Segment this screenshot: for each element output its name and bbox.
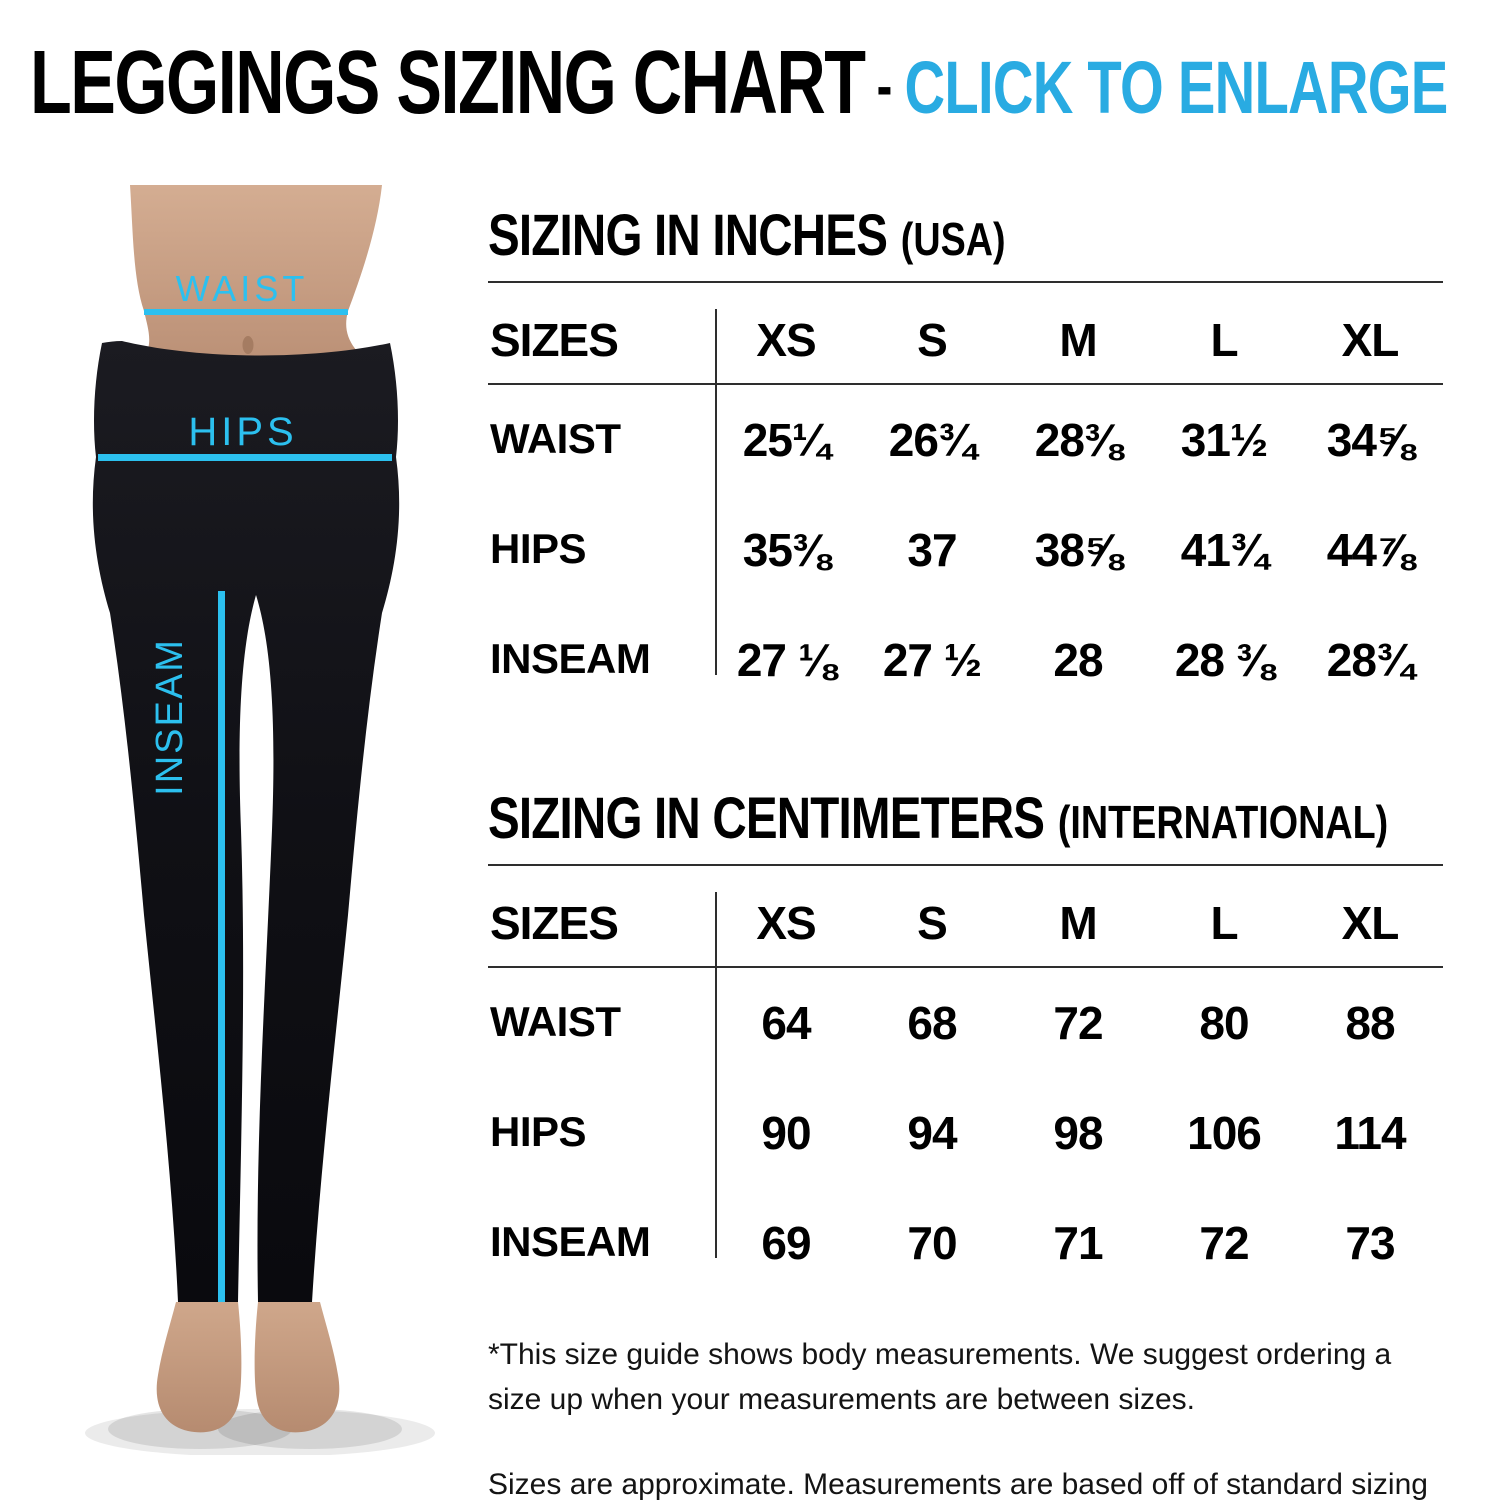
header-cell: XL [1341,896,1400,949]
approximate-note: Sizes are approximate. Measurements are … [488,1467,1428,1500]
row-label: HIPS [490,1107,587,1155]
header-cell: SIZES [490,313,619,366]
value-cell: 64 [761,996,811,1049]
value-cell: 70 [907,1216,957,1269]
value-cell: 28¾ [1326,633,1415,686]
row-label: HIPS [490,524,587,572]
header-cell: S [917,313,948,366]
value-cell: 98 [1053,1106,1103,1159]
value-cell: 41¾ [1180,523,1269,576]
cm-title-text: SIZING IN CENTIMETERS [488,785,1045,851]
row-label: INSEAM [490,634,651,682]
leggings-figure: WAIST HIPS INSEAM [60,185,480,1455]
value-cell: 27 ½ [882,633,982,686]
header-cell: M [1059,896,1097,949]
value-cell: 35⅜ [742,523,831,576]
header-cell: XL [1341,313,1400,366]
value-cell: 68 [907,996,957,1049]
foot-right [254,1302,340,1433]
cm-size-table: SIZES XS S M L XL WAIST 64 68 72 80 88 H… [488,886,1443,1298]
value-cell: 28 [1053,633,1103,686]
value-cell: 34⅝ [1326,413,1415,466]
inches-title-text: SIZING IN INCHES [488,203,888,268]
value-cell: 37 [907,523,957,576]
value-cell: 72 [1199,1216,1249,1269]
row-label: WAIST [490,414,621,462]
header-cell: L [1210,313,1238,366]
value-cell: 25¼ [742,413,831,466]
value-cell: 114 [1334,1106,1406,1159]
hips-measure-line [98,454,392,461]
sizing-tables-column: SIZING IN INCHES (USA) SIZES XS S M L XL… [488,203,1443,1500]
navel [242,336,254,354]
value-cell: 27 ⅛ [736,633,836,686]
waist-measure-label: WAIST [176,268,309,309]
table-header-rule [488,965,1443,968]
inches-section-title: SIZING IN INCHES (USA) [488,203,1443,283]
value-cell: 44⅞ [1326,523,1415,576]
header-cell: M [1059,313,1097,366]
value-cell: 28 ⅜ [1174,633,1274,686]
table-vertical-divider [715,308,717,675]
value-cell: 28⅜ [1034,413,1123,466]
row-label: WAIST [490,997,621,1045]
table-header-rule [488,382,1443,385]
waist-measure-line [144,309,348,315]
page-title-text: LEGGINGS SIZING CHART [30,33,866,133]
value-cell: 90 [761,1106,811,1159]
leggings-figure-svg: WAIST HIPS INSEAM [85,185,435,1455]
value-cell: 71 [1053,1216,1103,1269]
value-cell: 26¾ [888,413,977,466]
header-cell: L [1210,896,1238,949]
header-cell: XS [756,896,816,949]
hips-measure-label: HIPS [188,410,297,454]
cm-title-region: (INTERNATIONAL) [1057,795,1389,848]
row-label: INSEAM [490,1217,651,1265]
value-cell: 31½ [1180,413,1269,466]
inseam-measure-line [218,591,225,1302]
page-title: LEGGINGS SIZING CHART - CLICK TO ENLARGE [30,34,1500,146]
title-separator: - [876,52,893,121]
table-vertical-divider [715,891,717,1258]
foot-left [156,1302,242,1433]
cm-section-title: SIZING IN CENTIMETERS (INTERNATIONAL) [488,785,1443,866]
header-cell: S [917,896,948,949]
value-cell: 38⅝ [1034,523,1123,576]
inches-title-region: (USA) [900,213,1006,265]
click-to-enlarge-link[interactable]: CLICK TO ENLARGE [904,46,1449,129]
value-cell: 72 [1053,996,1103,1049]
value-cell: 88 [1345,996,1395,1049]
size-guide-note: *This size guide shows body measurements… [488,1337,1392,1416]
value-cell: 106 [1187,1106,1262,1159]
value-cell: 80 [1199,996,1249,1049]
inseam-measure-label: INSEAM [149,638,191,796]
value-cell: 69 [761,1216,811,1269]
header-cell: XS [756,313,816,366]
leggings-silhouette [92,341,400,1302]
inches-size-table: SIZES XS S M L XL WAIST 25¼ 26¾ 28⅜ 31½ … [488,303,1443,715]
figure-torso [122,185,390,377]
value-cell: 94 [907,1106,957,1159]
header-cell: SIZES [490,896,619,949]
value-cell: 73 [1345,1216,1395,1269]
